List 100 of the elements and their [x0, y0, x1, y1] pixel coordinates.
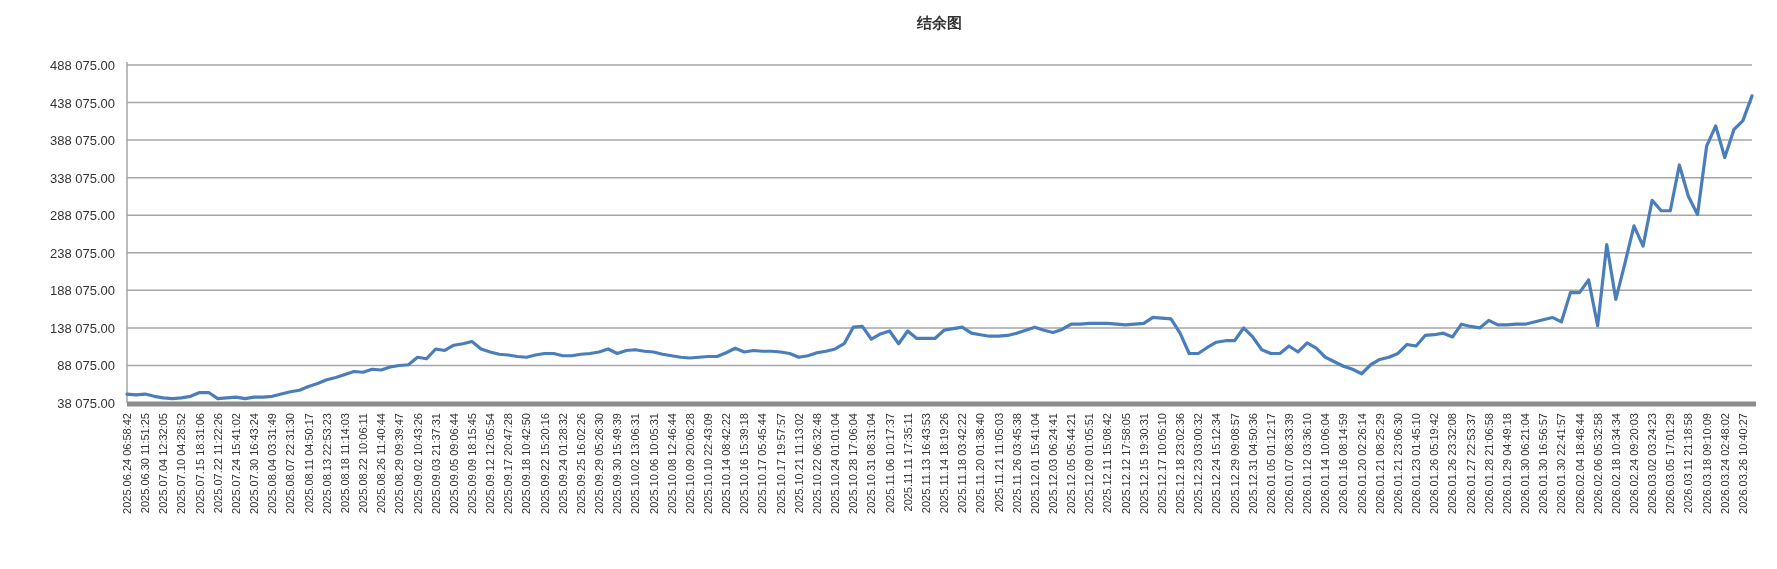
y-tick-label: 288 075.00	[49, 208, 115, 224]
x-tick-label: 2026.03.18 09:10:09	[1700, 413, 1713, 514]
x-tick-label: 2025.09.30 15:49:39	[611, 413, 624, 514]
x-tick-label: 2026.01.26 23:32:08	[1446, 413, 1459, 514]
x-tick-label: 2025.08.26 11:40:44	[375, 413, 388, 514]
x-tick-label: 2025.11.06 10:17:37	[883, 413, 896, 514]
x-tick-label: 2025.12.09 01:05:51	[1083, 413, 1096, 514]
x-tick-label: 2025.06.30 11:51:25	[139, 413, 152, 514]
x-tick-label: 2025.11.20 01:38:40	[974, 413, 987, 514]
y-tick-label: 388 075.00	[49, 133, 115, 149]
x-tick-label: 2026.02.18 10:34:34	[1609, 413, 1622, 514]
y-tick-label: 338 075.00	[49, 170, 115, 186]
x-tick-label: 2025.12.01 15:41:04	[1028, 413, 1041, 514]
x-tick-label: 2025.12.12 17:58:05	[1119, 413, 1132, 514]
y-tick-label: 488 075.00	[49, 58, 115, 73]
x-tick-label: 2025.12.05 05:44:21	[1065, 413, 1078, 514]
x-tick-label: 2026.03.11 21:18:58	[1682, 413, 1695, 514]
x-tick-label: 2026.03.26 10:40:27	[1736, 413, 1749, 514]
x-tick-label: 2025.09.03 21:37:31	[429, 413, 442, 514]
x-tick-label: 2026.03.02 03:24:23	[1646, 413, 1659, 514]
x-tick-label: 2025.09.02 10:43:26	[411, 413, 424, 514]
x-tick-label: 2025.10.02 13:06:31	[629, 413, 642, 514]
x-tick-label: 2025.12.29 09:08:57	[1228, 413, 1241, 514]
x-tick-label: 2025.08.18 11:14:03	[338, 413, 351, 514]
y-tick-label: 38 075.00	[57, 396, 115, 411]
x-tick-label: 2025.09.12 12:05:54	[484, 413, 497, 514]
x-tick-label: 2025.10.17 05:45:44	[756, 413, 769, 514]
x-tick-label: 2026.01.05 01:12:17	[1264, 413, 1277, 514]
x-tick-label: 2025.10.28 17:06:04	[847, 413, 860, 514]
line-series	[125, 94, 1754, 401]
x-tick-label: 2025.11.13 16:43:53	[919, 413, 932, 514]
chart-title: 结余图	[916, 14, 962, 31]
x-tick-label: 2025.11.21 11:05:03	[992, 413, 1005, 513]
x-tick-label: 2025.09.05 09:06:44	[447, 413, 460, 514]
x-tick-label: 2026.01.30 22:41:57	[1555, 413, 1568, 514]
x-tick-label: 2025.10.22 06:32:48	[810, 413, 823, 514]
x-tick-label: 2026.03.05 17:01:29	[1664, 413, 1677, 514]
x-tick-label: 2025.12.31 04:50:36	[1246, 413, 1259, 514]
x-tick-label: 2026.01.30 16:56:57	[1537, 413, 1550, 514]
x-tick-label: 2025.10.10 22:43:09	[702, 413, 715, 514]
y-tick-label: 138 075.00	[49, 320, 115, 336]
x-tick-label: 2026.01.29 04:49:18	[1500, 413, 1513, 514]
x-tick-label: 2025.08.22 10:06:11	[357, 413, 370, 514]
x-tick-label: 2025.10.17 19:57:57	[774, 413, 787, 514]
x-tick-label: 2025.12.18 23:02:36	[1174, 413, 1187, 514]
x-tick-label: 2025.10.31 08:31:04	[865, 413, 878, 514]
x-tick-label: 2025.11.11 17:35:11	[901, 413, 914, 512]
x-tick-label: 2025.11.26 03:45:38	[1010, 413, 1023, 514]
x-tick-label: 2026.02.24 09:20:03	[1627, 413, 1640, 514]
x-tick-label: 2026.02.04 18:48:44	[1573, 413, 1586, 514]
x-tick-label: 2025.09.09 18:15:45	[465, 413, 478, 514]
x-tick-label: 2025.11.18 03:42:22	[956, 413, 969, 514]
x-tick-label: 2026.01.14 10:06:04	[1319, 413, 1332, 514]
x-tick-label: 2026.01.21 08:25:29	[1373, 413, 1386, 514]
x-tick-label: 2025.08.04 03:31:49	[266, 413, 279, 514]
x-tick-label: 2026.01.23 01:45:10	[1410, 413, 1423, 514]
x-tick-label: 2026.01.12 03:36:10	[1301, 413, 1314, 514]
x-tick-label: 2025.07.22 11:22:26	[211, 413, 224, 514]
x-tick-label: 2025.09.24 01:28:32	[556, 413, 569, 514]
x-tick-label: 2026.01.16 08:14:59	[1337, 413, 1350, 514]
x-tick-label: 2025.07.15 18:31:06	[193, 413, 206, 514]
x-tick-label: 2025.07.10 04:28:52	[175, 413, 188, 514]
x-tick-label: 2025.08.07 22:31:30	[284, 413, 297, 514]
x-tick-label: 2026.01.07 08:33:39	[1283, 413, 1296, 514]
x-tick-label: 2025.07.04 12:32:05	[157, 413, 170, 514]
x-tick-label: 2025.10.14 08:42:22	[720, 413, 733, 514]
x-tick-label: 2026.01.27 22:53:37	[1464, 413, 1477, 514]
x-tick-label: 2025.10.21 11:13:02	[792, 413, 805, 514]
x-tick-label: 2025.10.06 10:05:31	[647, 413, 660, 514]
x-tick-label: 2026.02.06 05:32:58	[1591, 413, 1604, 514]
x-tick-label: 2025.07.30 16:43:24	[248, 413, 261, 514]
x-tick-label: 2025.12.17 10:05:10	[1155, 413, 1168, 514]
x-tick-label: 2025.06.24 06:58:42	[121, 413, 133, 514]
y-tick-label: 438 075.00	[49, 95, 115, 111]
x-tick-label: 2025.12.11 15:08:42	[1101, 413, 1114, 514]
x-tick-label: 2025.10.24 01:01:04	[829, 413, 842, 514]
x-tick-label: 2025.08.11 04:50:17	[302, 413, 315, 514]
x-tick-label: 2025.11.14 18:19:26	[938, 413, 951, 514]
x-tick-label: 2025.10.08 12:46:44	[665, 413, 678, 514]
x-tick-label: 2025.09.29 05:26:30	[593, 413, 606, 514]
x-tick-label: 2026.01.26 05:19:42	[1428, 413, 1441, 514]
x-tick-label: 2025.08.29 09:39:47	[393, 413, 406, 514]
x-tick-label: 2025.10.09 20:06:28	[683, 413, 696, 514]
x-tick-label: 2025.09.17 20:47:28	[502, 413, 515, 514]
x-tick-label: 2026.01.30 06:21:04	[1519, 413, 1532, 514]
x-tick-label: 2025.09.22 15:20:16	[538, 413, 551, 514]
x-tick-label: 2025.10.16 15:39:18	[738, 413, 751, 514]
y-tick-label: 238 075.00	[49, 245, 115, 261]
x-tick-label: 2026.01.21 23:06:30	[1391, 413, 1404, 514]
x-tick-label: 2026.01.20 02:26:14	[1355, 413, 1368, 514]
y-tick-label: 88 075.00	[57, 358, 115, 374]
x-tick-label: 2025.08.13 22:53:23	[320, 413, 333, 514]
y-tick-label: 188 075.00	[49, 283, 115, 299]
x-tick-label: 2025.12.03 06:24:41	[1046, 413, 1059, 514]
x-tick-label: 2025.12.15 19:30:31	[1137, 413, 1150, 514]
x-tick-label: 2026.01.28 21:06:58	[1482, 413, 1495, 514]
x-tick-label: 2025.12.23 03:00:32	[1192, 413, 1205, 514]
x-tick-label: 2025.07.24 15:41:02	[229, 413, 242, 514]
x-tick-label: 2025.09.18 10:42:50	[520, 413, 533, 514]
x-tick-label: 2026.03.24 02:48:02	[1718, 413, 1731, 514]
